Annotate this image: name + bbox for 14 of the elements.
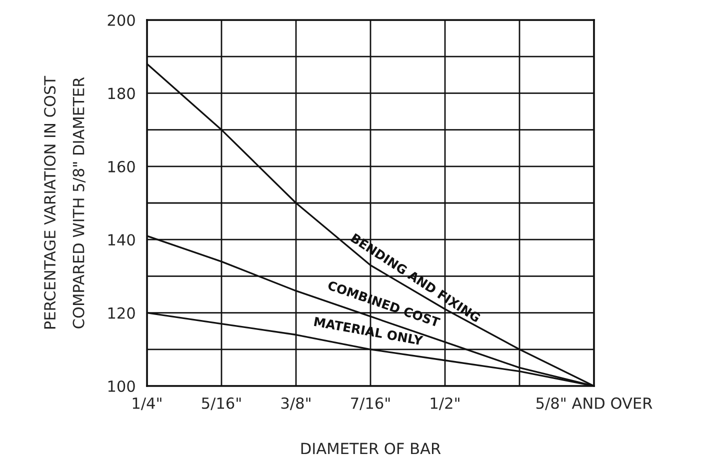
y-tick-label: 200 — [108, 14, 135, 26]
y-tick-label: 180 — [108, 88, 135, 100]
x-tick-label: 5/16" — [202, 397, 241, 410]
x-tick-label: 7/16" — [351, 397, 390, 410]
x-tick-label: 3/8" — [281, 397, 310, 410]
x-tick-label: 1/4" — [132, 398, 162, 410]
x-axis-title: DIAMETER OF BAR — [301, 442, 441, 454]
x-tick-label: 5/8" AND OVER — [536, 397, 652, 410]
y-tick-label: 140 — [108, 234, 135, 246]
y-tick-label: 100 — [108, 380, 135, 392]
y-tick-label: 120 — [108, 307, 135, 319]
x-tick-label: 1/2" — [430, 397, 460, 410]
y-tick-label: 160 — [108, 160, 135, 172]
y-axis-title: PERCENTAGE VARIATION IN COST COMPARED WITH 5/8" DIAMETER — [44, 76, 86, 329]
